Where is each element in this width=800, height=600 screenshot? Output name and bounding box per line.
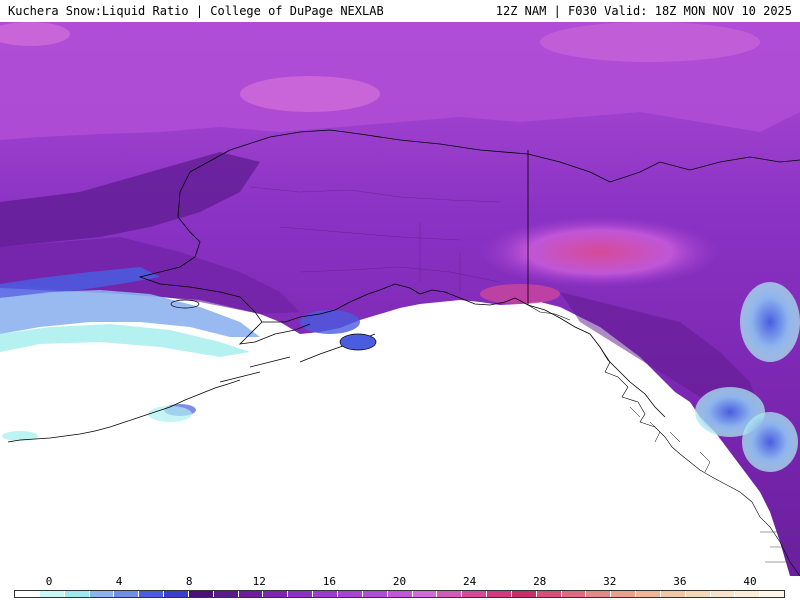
colorbar-segment [462, 591, 488, 597]
colorbar-ticks: 0 4 8 12 16 20 24 28 32 36 40 [0, 576, 800, 588]
colorbar-segment [710, 591, 736, 597]
coastline [629, 406, 711, 473]
alaska-peninsula [219, 321, 376, 383]
low-ratio-band [0, 290, 260, 337]
colorbar-tick-label: 4 [115, 575, 123, 588]
coastline [599, 346, 800, 576]
colorbar-tick-label: 20 [392, 575, 407, 588]
colorbar-segment [263, 591, 289, 597]
colorbar-tick-label: 8 [185, 575, 193, 588]
colorbar-segment [238, 591, 264, 597]
coastline [527, 153, 800, 183]
border [527, 304, 571, 321]
colorbar-segment [39, 591, 65, 597]
colorbar-segment [735, 591, 761, 597]
colorbar-tick-label: 12 [252, 575, 266, 588]
aleutian-islands [7, 379, 241, 443]
low-ratio-area [742, 412, 798, 472]
deep-purple-band [0, 152, 260, 247]
colorbar-segment [685, 591, 711, 597]
colorbar-segment [64, 591, 90, 597]
colorbar-segment [387, 591, 413, 597]
low-ratio-area [148, 406, 192, 422]
colorbar-segment [511, 591, 537, 597]
colorbar-segment [288, 591, 314, 597]
magenta-patch [240, 76, 380, 112]
map-canvas [0, 22, 800, 576]
border [760, 531, 800, 563]
colorbar-segment [362, 591, 388, 597]
low-ratio-band [0, 267, 160, 298]
colorbar-segment [760, 591, 785, 597]
boundary-lines [249, 186, 501, 292]
model-run-info: 12Z NAM | F030 Valid: 18Z MON NOV 10 202… [495, 4, 792, 18]
low-ratio-area [2, 431, 38, 441]
high-ratio-area [480, 216, 720, 288]
magenta-patch [0, 22, 70, 46]
deep-purple-band [560, 292, 760, 417]
colorbar-tick-label: 36 [673, 575, 687, 588]
colorbar-segment [636, 591, 661, 597]
kodiak-island [339, 333, 377, 351]
low-ratio-area [740, 282, 800, 362]
colorbar-segment [561, 591, 587, 597]
colorbar-tick-label: 24 [462, 575, 477, 588]
high-ratio-area [480, 284, 560, 304]
colorbar-segment [15, 591, 40, 597]
low-ratio-band [0, 324, 250, 357]
colorbar-segment [114, 591, 140, 597]
colorbar-tick-label: 28 [533, 575, 547, 588]
colorbar-tick-label: 0 [45, 575, 53, 588]
title-bar: Kuchera Snow:Liquid Ratio | College of D… [0, 0, 800, 22]
colorbar-tick-label: 32 [603, 575, 617, 588]
colorbar-segment [660, 591, 686, 597]
colorbar-segment [164, 591, 189, 597]
colorbar-segment [487, 591, 512, 597]
colorbar-segment [89, 591, 115, 597]
snow-ratio-map [0, 22, 800, 576]
island [170, 299, 200, 309]
colorbar-segment [586, 591, 612, 597]
colorbar-tick-label: 40 [743, 575, 757, 588]
colorbar-segment [337, 591, 363, 597]
coastline [138, 129, 666, 418]
colorbar-segment [536, 591, 562, 597]
colorbar-segment [139, 591, 165, 597]
colorbar: 0 4 8 12 16 20 24 28 32 36 40 [0, 576, 800, 600]
colorbar-strip [14, 590, 785, 598]
colorbar-tick-label: 16 [322, 575, 337, 588]
map-title: Kuchera Snow:Liquid Ratio | College of D… [8, 4, 384, 18]
colorbar-segment [188, 591, 214, 597]
colorbar-segment [213, 591, 239, 597]
colorbar-segment [412, 591, 438, 597]
colorbar-segment [437, 591, 463, 597]
colorbar-segment [313, 591, 338, 597]
magenta-patch [540, 22, 760, 62]
colorbar-segment [611, 591, 637, 597]
low-ratio-area [300, 310, 360, 334]
